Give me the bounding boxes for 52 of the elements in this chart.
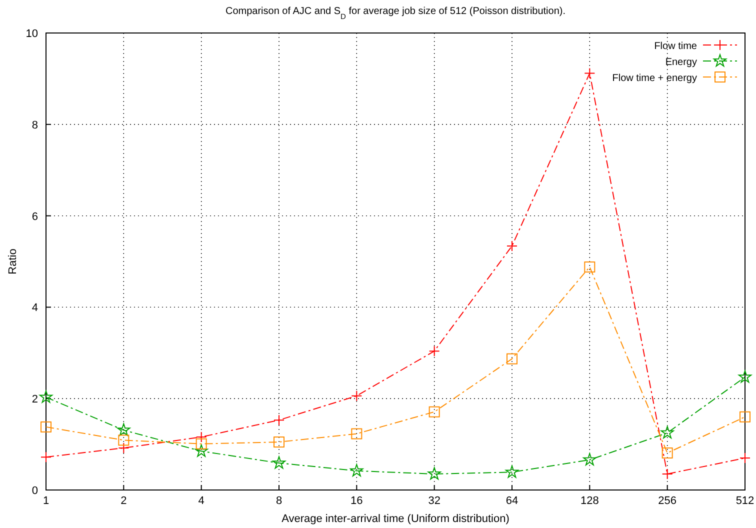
point — [428, 346, 440, 357]
point — [351, 428, 362, 440]
chart-title: Comparison of AJC and S$_{D}$ for average job size of 512 (Poisson distribution). — [225, 6, 566, 20]
x-tick-label: 16 — [350, 495, 363, 507]
point — [118, 442, 130, 454]
point — [662, 468, 673, 480]
x-tick-label: 512 — [736, 495, 754, 507]
point — [272, 456, 286, 469]
point — [660, 426, 674, 438]
x-tick-label: 8 — [276, 495, 282, 507]
point — [584, 261, 596, 272]
point — [274, 436, 284, 448]
x-tick-label: 32 — [428, 495, 440, 507]
point — [196, 431, 207, 442]
y-tick-label: 2 — [32, 394, 38, 406]
legend-label: Flow time + energy — [612, 73, 697, 84]
x-tick-label: 256 — [658, 495, 677, 507]
point — [118, 434, 130, 446]
legend-label: Energy — [665, 57, 697, 68]
point — [583, 453, 596, 466]
point — [274, 414, 284, 426]
point — [40, 421, 52, 432]
point — [662, 447, 673, 458]
point — [39, 390, 53, 403]
y-tick-label: 4 — [32, 302, 38, 314]
point — [505, 465, 519, 478]
y-tick-label: 8 — [32, 119, 38, 132]
legend-label: Flow time — [654, 41, 698, 52]
point — [738, 370, 752, 383]
y-tick-label: 6 — [32, 210, 38, 223]
point — [506, 353, 518, 364]
y-tick-label: 10 — [26, 28, 38, 40]
x-tick-label: 1 — [42, 495, 50, 507]
point — [194, 444, 208, 457]
point — [584, 68, 596, 79]
point — [740, 452, 750, 464]
y-axis-title: Ratio — [7, 248, 19, 274]
point — [350, 464, 364, 476]
x-tick-label: 4 — [198, 495, 204, 507]
x-tick-label: 2 — [120, 495, 127, 507]
x-tick-label: 64 — [506, 495, 518, 507]
point — [40, 452, 52, 463]
point — [428, 406, 440, 418]
y-tick-label: 0 — [32, 485, 38, 497]
x-axis-title: Average inter-arrival time (Uniform distribution) — [282, 513, 510, 525]
point — [351, 390, 362, 402]
x-tick-label: 128 — [580, 495, 599, 507]
point — [428, 467, 441, 480]
point — [740, 411, 750, 422]
point — [196, 438, 207, 450]
point — [117, 423, 130, 436]
point — [506, 240, 518, 252]
